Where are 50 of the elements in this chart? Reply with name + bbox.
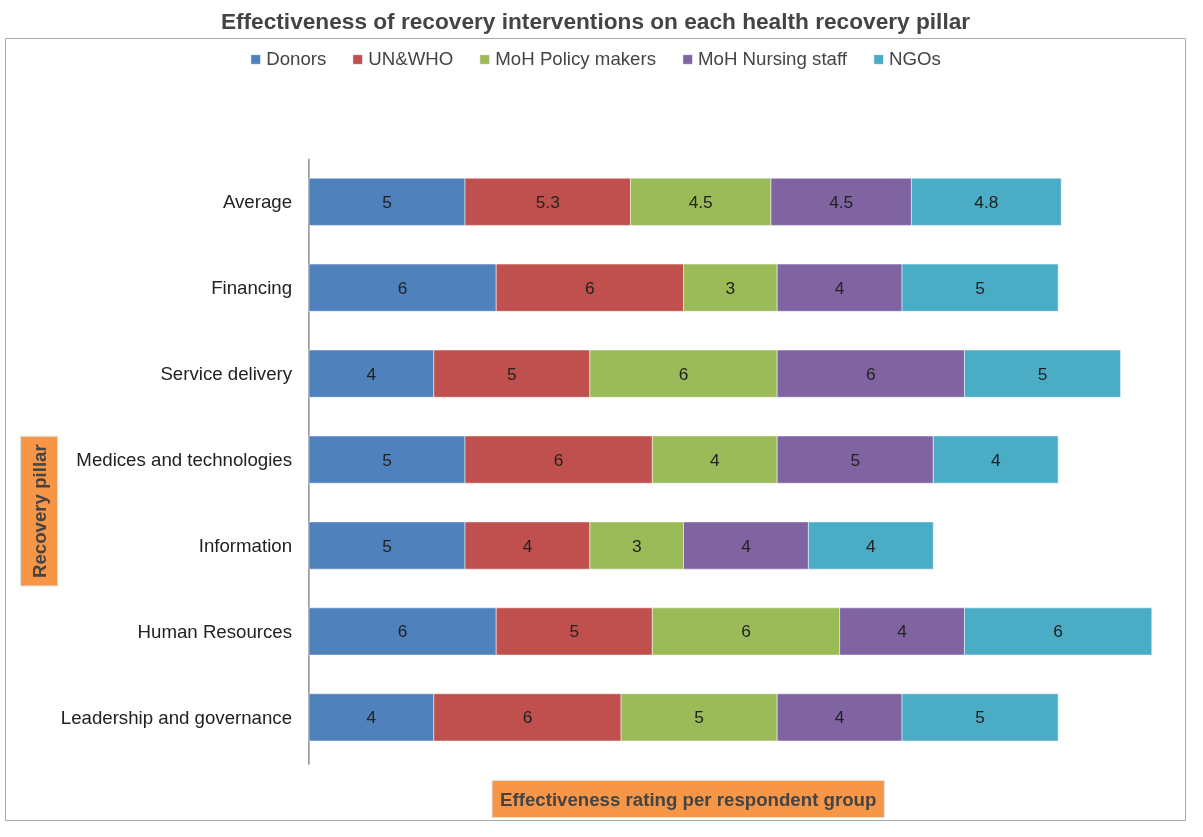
- data-label: 4: [366, 707, 377, 728]
- legend-label: Donors: [266, 48, 327, 70]
- data-label: 6: [741, 621, 751, 642]
- data-label: 5: [382, 449, 392, 470]
- data-label: 6: [522, 707, 533, 728]
- data-label: 5: [1037, 363, 1048, 384]
- data-label: 4: [522, 535, 533, 556]
- data-label: 5: [694, 707, 704, 728]
- chart-title: Effectiveness of recovery interventions on each health recovery pillar: [220, 7, 971, 34]
- data-label: 5: [850, 449, 861, 470]
- data-label: 5: [507, 363, 517, 384]
- data-label: 4: [834, 707, 845, 728]
- data-label: 4.5: [688, 191, 713, 212]
- data-label: 5: [382, 191, 392, 212]
- y-tick-label: Human Resources: [137, 620, 293, 642]
- y-tick-label: Leadership and governance: [60, 706, 293, 728]
- data-label: 6: [553, 449, 564, 470]
- data-label: 6: [866, 363, 876, 384]
- data-label: 6: [397, 277, 408, 298]
- data-label: 5: [975, 277, 985, 298]
- data-label: 4: [990, 449, 1001, 470]
- y-axis-title: Recovery pillar: [28, 444, 50, 579]
- data-label: 6: [585, 277, 595, 298]
- legend-label: UN&WHO: [368, 48, 454, 70]
- y-tick-label: Service delivery: [160, 363, 293, 385]
- y-tick-label: Average: [222, 191, 293, 213]
- data-label: 5: [975, 707, 985, 728]
- data-label: 5: [382, 535, 392, 556]
- data-label: 4.8: [974, 191, 999, 212]
- data-label: 4: [366, 363, 377, 384]
- legend-label: MoH Policy makers: [495, 48, 657, 70]
- data-label: 4: [709, 449, 720, 470]
- data-label: 4.5: [829, 191, 854, 212]
- data-label: 6: [397, 621, 408, 642]
- legend-label: MoH Nursing staff: [698, 48, 847, 70]
- y-tick-label: Financing: [211, 277, 293, 299]
- legend-label: NGOs: [888, 48, 941, 70]
- data-label: 4: [741, 535, 752, 556]
- data-label: 5: [569, 621, 580, 642]
- x-axis-title: Effectiveness rating per respondent group: [500, 788, 877, 810]
- data-label: 4: [897, 621, 908, 642]
- data-label: 3: [725, 277, 736, 298]
- y-tick-label: Information: [198, 535, 293, 557]
- data-label: 5.3: [535, 191, 560, 212]
- data-label: 4: [866, 535, 877, 556]
- data-label: 6: [678, 363, 689, 384]
- data-label: 4: [834, 277, 845, 298]
- data-label: 6: [1053, 621, 1063, 642]
- data-label: 3: [631, 535, 642, 556]
- y-tick-label: Medices and technologies: [76, 449, 293, 471]
